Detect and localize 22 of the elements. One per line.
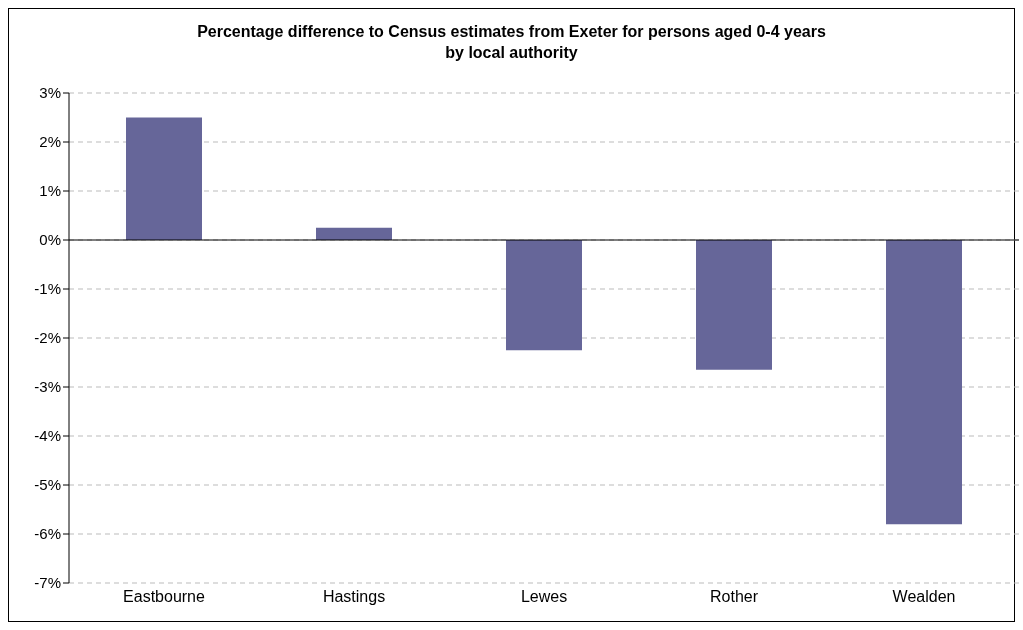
y-tick-label: -6%	[34, 525, 61, 543]
x-tick-label: Eastbourne	[123, 588, 206, 606]
bar	[886, 240, 962, 525]
x-tick-label: Lewes	[520, 588, 568, 606]
x-tick-label: Wealden	[892, 588, 956, 606]
y-tick-label: -1%	[34, 280, 61, 298]
bar	[316, 227, 392, 240]
y-tick-label: -5%	[34, 476, 61, 494]
y-tick-label: 3%	[39, 84, 61, 102]
bar	[696, 240, 772, 370]
bar	[506, 240, 582, 351]
chart-title: Percentage difference to Census estimates from Exeter for persons aged 0-4 years by local authority	[196, 22, 827, 63]
x-tick-label: Rother	[709, 588, 759, 606]
y-tick-label: -4%	[34, 427, 61, 445]
y-tick-label: 0%	[39, 231, 61, 249]
y-tick-label: 1%	[39, 182, 61, 200]
y-tick-label: -2%	[34, 329, 61, 347]
bar	[126, 117, 202, 240]
x-tick-label: Hastings	[322, 588, 386, 606]
y-tick-label: -7%	[34, 574, 61, 592]
y-tick-label: -3%	[34, 378, 61, 396]
y-tick-label: 2%	[39, 133, 61, 151]
